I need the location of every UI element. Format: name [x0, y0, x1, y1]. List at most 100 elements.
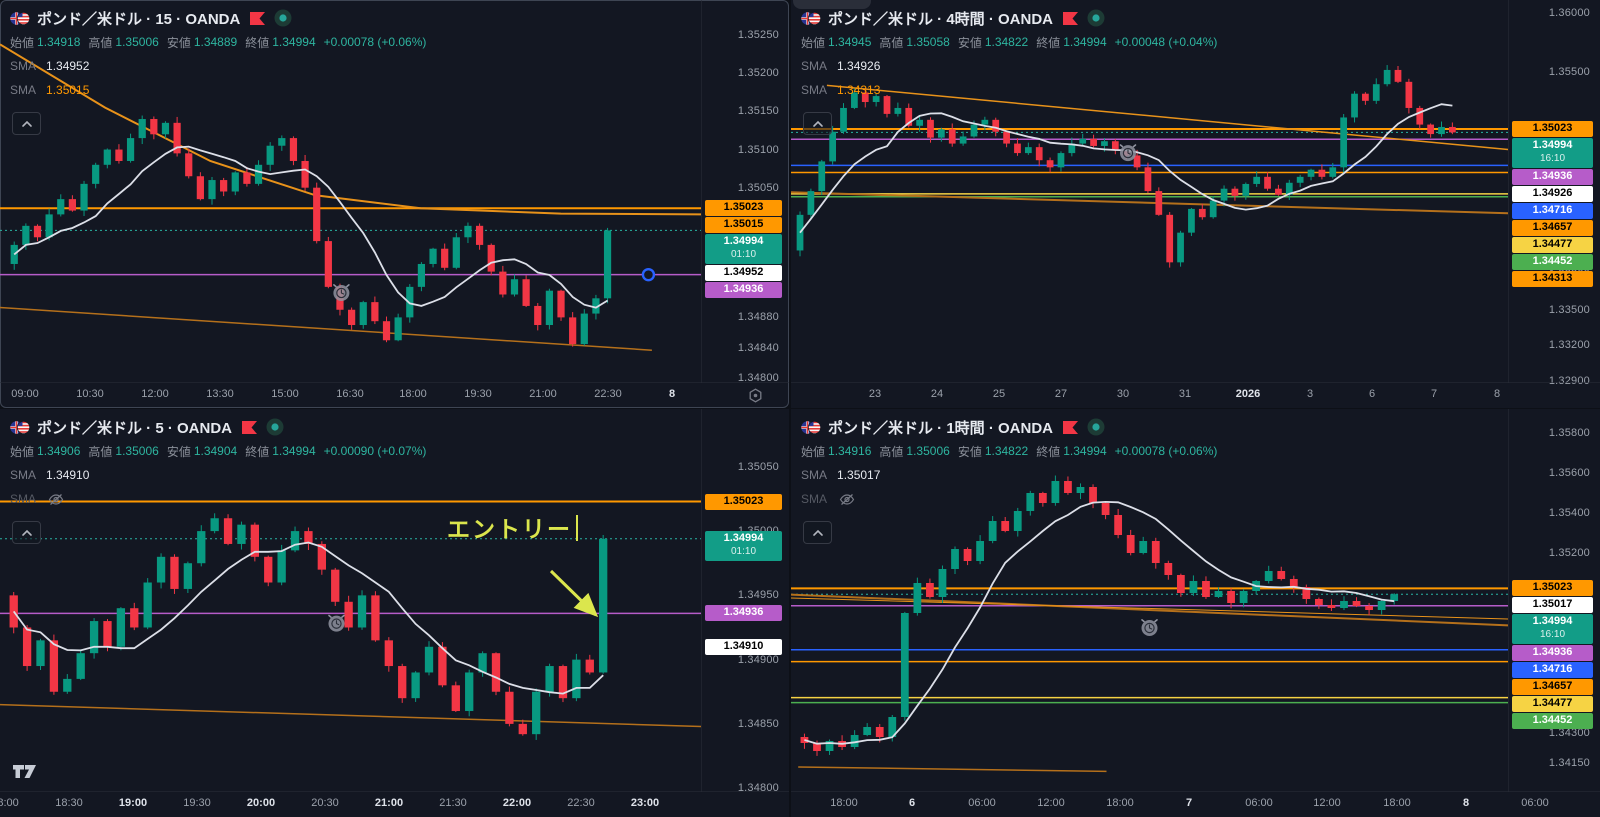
chart-title[interactable]: ポンド／米ドル · 5 · OANDA: [37, 419, 233, 437]
indicator-value: 1.34952: [46, 59, 90, 73]
market-status-icon[interactable]: [1087, 418, 1105, 436]
ohlc-row: 始値 1.34918 高値 1.35006 安値 1.34889 終値 1.34994 +0.0…: [10, 30, 426, 54]
chart-title[interactable]: ポンド／米ドル · 1時間 · OANDA: [828, 419, 1054, 437]
price-tick-label: 1.35200: [737, 67, 779, 79]
price-tick-label: 1.32900: [1548, 375, 1590, 387]
collapse-indicators-button[interactable]: [803, 521, 832, 544]
toolbar-collapse-handle[interactable]: [793, 0, 871, 9]
collapse-indicators-button[interactable]: [803, 112, 832, 135]
eye-hidden-icon[interactable]: [839, 493, 855, 506]
ohlc-value: 1.34904: [193, 444, 238, 458]
ohlc-value: 1.34994: [1063, 444, 1107, 458]
price-axis[interactable]: 1.35250 1.35200 1.35150 1.35100 1.35050 1.349…: [701, 0, 789, 384]
last-price-label: 1.34994 01:10: [705, 531, 782, 561]
flag-symbol-icon[interactable]: [1063, 11, 1079, 25]
ohlc-label: 安値: [166, 444, 191, 459]
currency-pair-icon: [801, 11, 821, 25]
price-axis[interactable]: 1.360001.355001.338001.335001.332001.329…: [1508, 0, 1600, 387]
flag-symbol-icon[interactable]: [242, 420, 258, 434]
time-tick-label: 3: [1306, 388, 1314, 400]
price-tick-label: 1.34150: [1548, 757, 1590, 769]
ohlc-value: 1.35006: [115, 444, 159, 458]
indicator-value: 1.34313: [837, 83, 881, 97]
price-tick-label: 1.34850: [737, 718, 779, 730]
collapse-indicators-button[interactable]: [12, 112, 41, 135]
chart-title[interactable]: ポンド／米ドル · 15 · OANDA: [37, 10, 241, 28]
candlestick-chart-gbpusd-1h[interactable]: [791, 409, 1508, 792]
price-axis[interactable]: 1.358001.356001.354001.352001.346001.343…: [1508, 409, 1600, 792]
time-axis[interactable]: 23 24 25 27 30 31 2026 3 6 7 8: [791, 382, 1600, 408]
tradingview-logo[interactable]: [12, 763, 38, 785]
time-tick-label: 31: [1178, 388, 1192, 400]
time-tick-label: 7: [1185, 797, 1193, 809]
alert-marker-icon[interactable]: [1141, 619, 1158, 636]
price-axis[interactable]: 1.350501.350001.349501.349001.348501.348…: [701, 409, 789, 794]
time-tick-label: 19:30: [183, 797, 211, 809]
chart-title[interactable]: ポンド／米ドル · 4時間 · OANDA: [828, 10, 1054, 28]
currency-pair-icon: [10, 420, 30, 434]
indicator-label: SMA: [10, 468, 37, 482]
drawing-anchor-point[interactable]: [641, 267, 656, 282]
ohlc-label: 安値: [957, 444, 982, 459]
time-tick-label: 2026: [1235, 388, 1261, 400]
indicator-label: SMA: [10, 59, 37, 73]
indicator-row-sma: SMA: [801, 487, 1217, 511]
time-tick-label: 13:30: [206, 388, 234, 400]
price-tick-label: 1.34840: [737, 342, 779, 354]
price-tick-label: 1.34950: [737, 589, 779, 601]
price-level-label: 1.34477: [1512, 237, 1593, 253]
time-axis[interactable]: 09:00 10:30 12:00 13:30 15:00 16:30 18:00 19:30…: [0, 382, 789, 408]
candlestick-chart-gbpusd-4h[interactable]: [791, 0, 1508, 383]
price-tick-label: 1.33500: [1548, 304, 1590, 316]
market-status-icon[interactable]: [274, 9, 292, 27]
price-tick-label: 1.34880: [737, 311, 779, 323]
time-tick-label: 24: [930, 388, 944, 400]
alert-marker-icon[interactable]: [333, 284, 350, 301]
alert-marker-icon[interactable]: [328, 614, 345, 632]
collapse-indicators-button[interactable]: [12, 521, 41, 544]
price-level-label: 1.35023: [1512, 580, 1593, 596]
indicator-row-sma: SMA 1.34313: [801, 78, 1217, 102]
ohlc-row: 始値 1.34945 高値 1.35058 安値 1.34822 終値 1.34994 +0.0…: [801, 30, 1217, 54]
alert-marker-icon[interactable]: [1119, 144, 1137, 162]
price-tick-label: 1.35050: [737, 182, 779, 194]
entry-annotation-text[interactable]: エントリー: [447, 510, 578, 544]
time-tick-label: 19:00: [118, 797, 148, 809]
ohlc-value: 1.34889: [193, 35, 238, 49]
price-tick-label: 1.35800: [1548, 427, 1590, 439]
ohlc-label: 終値: [1036, 35, 1061, 50]
time-tick-label: 6: [908, 797, 916, 809]
ohlc-label: 安値: [957, 35, 982, 50]
indicator-label: SMA: [801, 492, 828, 506]
price-tick-label: 1.35500: [1548, 66, 1590, 78]
axis-settings-gear-icon[interactable]: [748, 388, 763, 408]
ohlc-value: 1.34994: [272, 444, 316, 458]
eye-hidden-icon[interactable]: [48, 493, 64, 506]
time-axis[interactable]: 18:00 6 06:00 12:00 18:00 7 06:00 12:00 18:00 8 06…: [791, 791, 1600, 817]
ohlc-value: 1.34918: [37, 35, 81, 49]
market-status-icon[interactable]: [1087, 9, 1105, 27]
ohlc-label: 高値: [88, 444, 113, 459]
flag-symbol-icon[interactable]: [250, 11, 266, 25]
change-value: +0.00048 (+0.04%): [1114, 35, 1218, 49]
price-tick-label: 1.34900: [737, 654, 779, 666]
change-value: +0.00078 (+0.06%): [323, 35, 427, 49]
indicator-value: 1.35017: [837, 468, 881, 482]
time-tick-label: 20:00: [246, 797, 276, 809]
ohlc-label: 始値: [801, 35, 826, 50]
price-level-label: 1.34936: [705, 282, 782, 298]
time-tick-label: 16:30: [336, 388, 364, 400]
indicator-row-sma: SMA: [10, 487, 426, 511]
entry-annotation-label: エントリー: [447, 516, 572, 542]
bar-countdown: 01:10: [730, 249, 757, 260]
market-status-icon[interactable]: [266, 418, 284, 436]
candlestick-chart-gbpusd-5m[interactable]: [0, 409, 701, 792]
time-tick-label: 7: [1430, 388, 1438, 400]
time-axis[interactable]: 18:00 18:30 19:00 19:30 20:00 20:30 21:00 21:30…: [0, 791, 789, 817]
indicator-label: SMA: [801, 468, 828, 482]
candlestick-chart-gbpusd-15m[interactable]: [0, 0, 701, 383]
time-tick-label: 15:00: [271, 388, 299, 400]
last-price-label: 1.34994 16:10: [1512, 614, 1593, 644]
price-tick-label: 1.35400: [1548, 507, 1590, 519]
flag-symbol-icon[interactable]: [1063, 420, 1079, 434]
